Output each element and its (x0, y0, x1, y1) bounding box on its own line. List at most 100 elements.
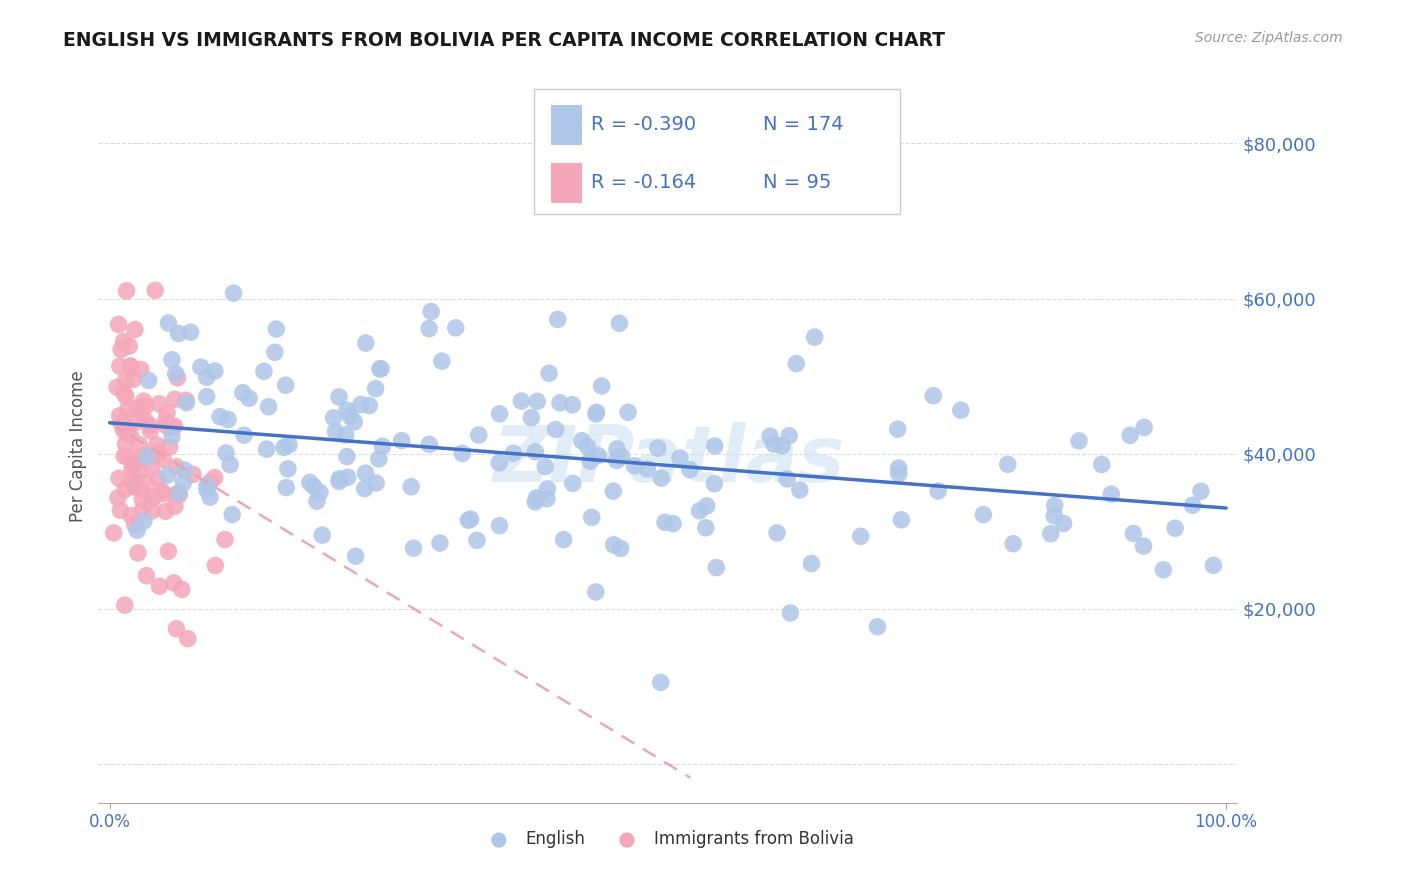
Point (544, 422, 567, 436)
Point (576, 439, 599, 453)
Point (949, 403, 972, 417)
Point (139, 424, 162, 438)
Point (108, 409, 131, 423)
Point (359, 399, 381, 413)
Point (1189, 484, 1212, 499)
Point (107, 318, 129, 332)
Point (581, 510, 603, 524)
Point (309, 485, 332, 500)
Point (703, 476, 725, 491)
Point (167, 486, 190, 500)
Point (105, 380, 128, 394)
Point (150, 483, 173, 498)
Point (444, 321, 467, 335)
Point (135, 399, 157, 413)
Point (127, 523, 149, 537)
Point (623, 458, 645, 473)
Point (134, 448, 156, 462)
Point (465, 533, 488, 548)
Point (129, 483, 152, 497)
Point (155, 414, 177, 428)
Point (609, 541, 631, 556)
Point (420, 304, 443, 318)
Point (538, 366, 561, 380)
Point (131, 503, 153, 517)
Point (344, 549, 367, 564)
Point (1002, 537, 1025, 551)
Point (222, 286, 245, 301)
Point (190, 360, 212, 375)
Point (606, 442, 628, 456)
Point (328, 390, 350, 404)
Point (160, 429, 183, 443)
Point (174, 393, 197, 408)
Point (238, 392, 260, 406)
Point (121, 474, 143, 488)
Point (135, 475, 157, 489)
Point (553, 533, 575, 547)
Point (367, 451, 389, 466)
Point (561, 476, 583, 491)
Point (256, 442, 278, 457)
Point (922, 389, 945, 403)
Point (502, 446, 524, 460)
Point (232, 385, 254, 400)
Point (165, 487, 187, 501)
Point (253, 364, 276, 378)
Point (110, 503, 132, 517)
Point (111, 419, 134, 434)
Point (602, 484, 624, 499)
Point (302, 479, 325, 493)
Point (114, 437, 136, 451)
Point (233, 428, 256, 442)
Text: N = 95: N = 95 (763, 173, 832, 192)
Point (610, 450, 633, 464)
Point (468, 428, 491, 442)
Point (800, 557, 823, 571)
Point (195, 478, 218, 492)
Point (1152, 563, 1174, 577)
Point (198, 490, 221, 504)
Point (886, 422, 908, 436)
Point (121, 462, 143, 476)
Point (350, 397, 373, 411)
Point (524, 445, 547, 459)
Point (647, 441, 669, 455)
Point (1133, 420, 1156, 434)
Point (110, 343, 132, 357)
Point (122, 476, 145, 491)
Point (536, 482, 558, 496)
Point (1052, 516, 1074, 531)
Point (510, 394, 533, 409)
Point (339, 409, 361, 423)
Point (146, 445, 169, 459)
Point (688, 504, 710, 518)
Point (143, 283, 166, 297)
Point (779, 606, 801, 620)
Point (399, 480, 422, 494)
Point (120, 428, 142, 442)
Point (146, 438, 169, 452)
Point (803, 330, 825, 344)
Point (679, 463, 702, 477)
Point (766, 525, 789, 540)
Point (148, 397, 170, 411)
Point (142, 491, 165, 505)
Point (180, 325, 202, 339)
Point (488, 518, 510, 533)
Point (585, 405, 607, 419)
Point (695, 521, 717, 535)
Text: ENGLISH VS IMMIGRANTS FROM BOLIVIA PER CAPITA INCOME CORRELATION CHART: ENGLISH VS IMMIGRANTS FROM BOLIVIA PER C… (63, 31, 945, 50)
Point (263, 345, 285, 359)
Point (1067, 434, 1090, 448)
Point (215, 446, 238, 460)
Point (1099, 487, 1122, 501)
Point (152, 486, 174, 500)
Point (336, 470, 359, 484)
Point (165, 459, 187, 474)
Point (214, 533, 236, 547)
Point (429, 536, 451, 550)
Point (609, 316, 631, 330)
Point (488, 456, 510, 470)
Point (997, 458, 1019, 472)
